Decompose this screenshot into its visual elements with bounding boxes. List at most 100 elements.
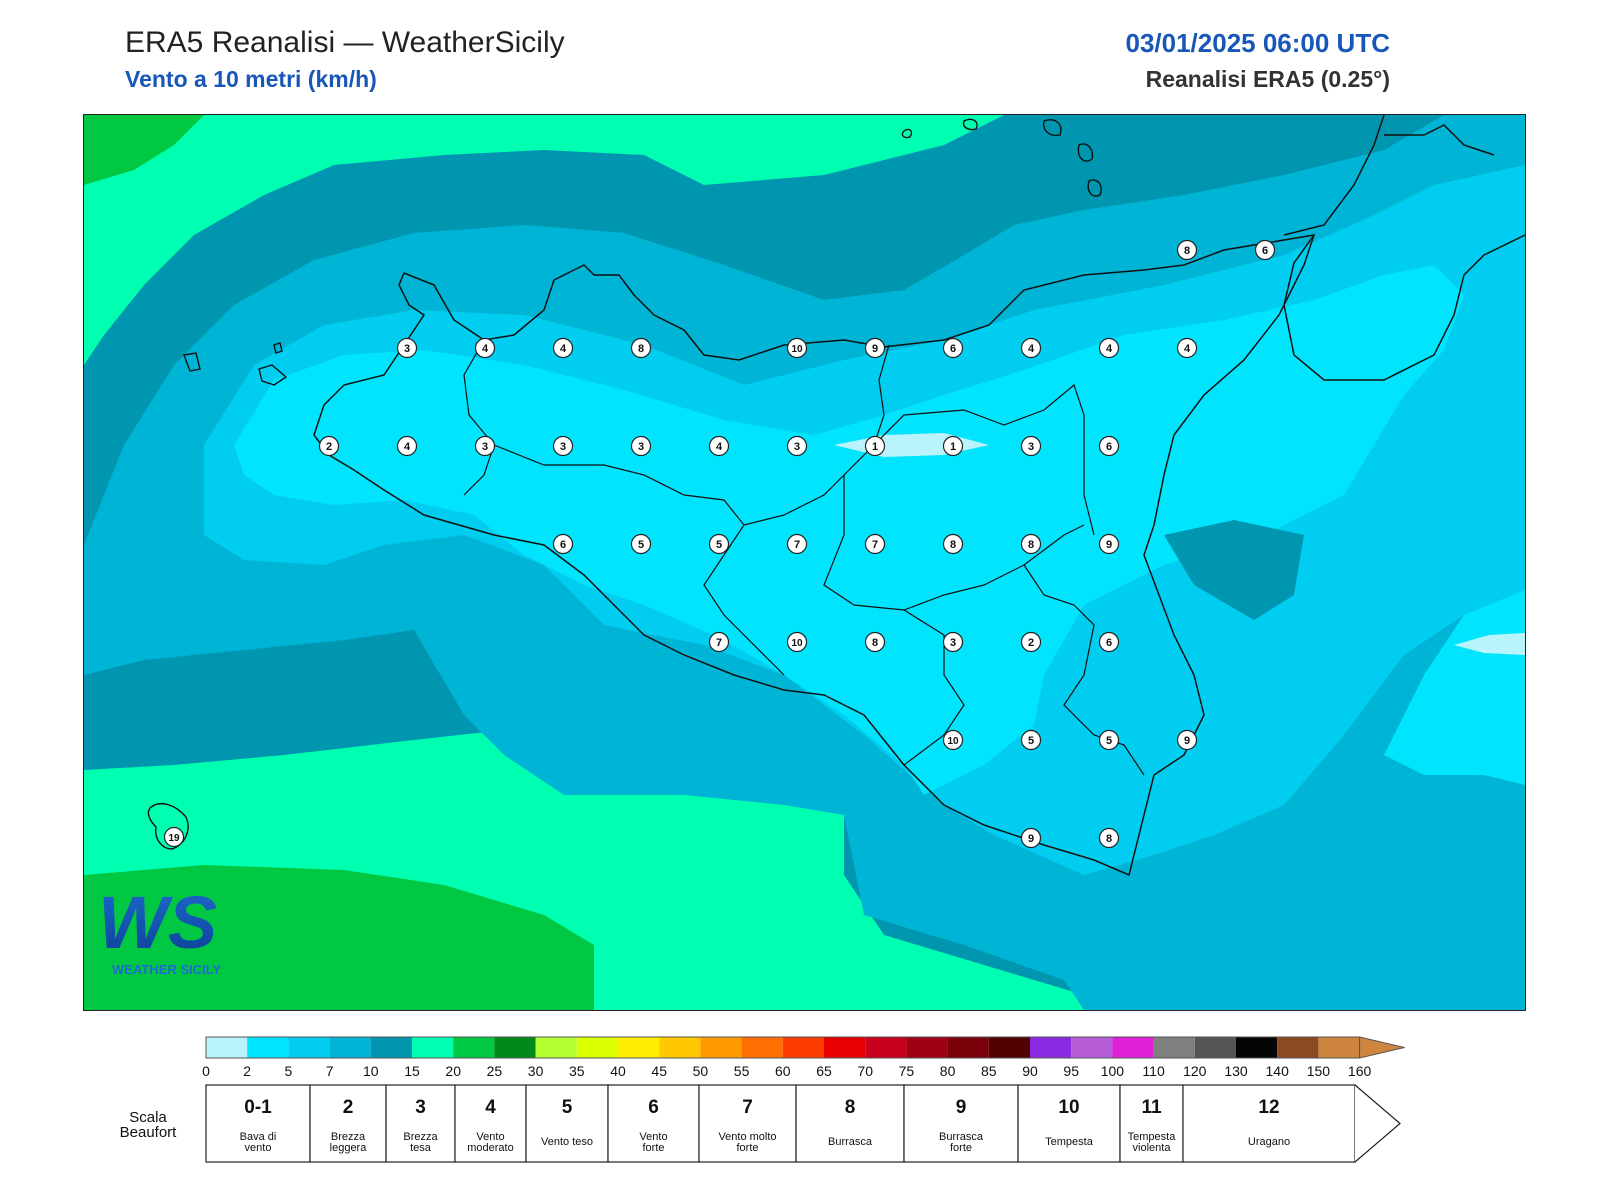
station-value: 4: [560, 343, 567, 355]
station-marker[interactable]: 6: [552, 533, 574, 555]
beaufort-title: Scala Beaufort: [108, 1110, 188, 1140]
station-value: 4: [1028, 343, 1035, 355]
station-marker[interactable]: 19: [163, 826, 185, 848]
station-marker[interactable]: 9: [1176, 729, 1198, 751]
station-marker[interactable]: 4: [1020, 337, 1042, 359]
station-marker[interactable]: 7: [786, 533, 808, 555]
station-circle: [1098, 533, 1120, 555]
station-circle: [708, 533, 730, 555]
station-circle: [864, 337, 886, 359]
beaufort-desc-line2: forte: [736, 1142, 758, 1154]
station-marker[interactable]: 8: [1020, 533, 1042, 555]
colorbar-tick-label: 120: [1183, 1063, 1207, 1079]
band-10-15-se: [1164, 520, 1304, 620]
station-marker[interactable]: 7: [708, 631, 730, 653]
wind-map[interactable]: 3 4 4 8 10 9 6 4 4 4 2 4 3 3 3 4 3 1 1 3 6 6 5 5 7 7 8 8 9 7 10 8 3 2 6 10 5…: [83, 114, 1526, 1011]
colorbar: [205, 1036, 1405, 1059]
beaufort-cell: [795, 1084, 905, 1163]
station-circle: [942, 533, 964, 555]
colorbar-tick-label: 50: [693, 1063, 709, 1079]
beaufort-number: 7: [742, 1097, 753, 1118]
station-marker[interactable]: 5: [708, 533, 730, 555]
station-marker[interactable]: 5: [630, 533, 652, 555]
station-marker[interactable]: 10: [786, 337, 808, 359]
colorbar-bin: [1153, 1037, 1195, 1058]
beaufort-desc-line2: forte: [642, 1142, 664, 1154]
station-marker[interactable]: 8: [630, 337, 652, 359]
station-circle: [163, 826, 185, 848]
station-value: 9: [1106, 539, 1112, 551]
station-value: 3: [1028, 441, 1034, 453]
station-circle: [708, 631, 730, 653]
station-circle: [942, 337, 964, 359]
station-marker[interactable]: 4: [1098, 337, 1120, 359]
station-marker[interactable]: 3: [1020, 435, 1042, 457]
station-marker[interactable]: 4: [708, 435, 730, 457]
colorbar-tick-label: 95: [1063, 1063, 1079, 1079]
station-marker[interactable]: 8: [864, 631, 886, 653]
station-marker[interactable]: 4: [552, 337, 574, 359]
station-value: 8: [1106, 833, 1112, 845]
colorbar-bin: [1236, 1037, 1278, 1058]
station-circle: [1176, 239, 1198, 261]
beaufort-number: 2: [343, 1097, 354, 1118]
station-marker[interactable]: 3: [396, 337, 418, 359]
station-value: 3: [560, 441, 566, 453]
station-value: 9: [1028, 833, 1034, 845]
beaufort-desc: Tempesta: [1128, 1131, 1177, 1143]
station-value: 3: [482, 441, 488, 453]
colorbar-bin: [1030, 1037, 1072, 1058]
calabria-coastline: [1283, 115, 1525, 381]
station-circle: [1254, 239, 1276, 261]
colorbar-bin: [576, 1037, 618, 1058]
colorbar-tick-label: 10: [363, 1063, 379, 1079]
station-value: 8: [1028, 539, 1034, 551]
station-marker[interactable]: 2: [1020, 631, 1042, 653]
station-marker[interactable]: 5: [1020, 729, 1042, 751]
beaufort-cell: [698, 1084, 797, 1163]
colorbar-bin: [453, 1037, 495, 1058]
station-value: 3: [794, 441, 800, 453]
station-circle: [1098, 827, 1120, 849]
station-marker[interactable]: 6: [1098, 435, 1120, 457]
beaufort-number: 3: [415, 1097, 426, 1118]
station-marker[interactable]: 4: [1176, 337, 1198, 359]
station-marker[interactable]: 1: [864, 435, 886, 457]
colorbar-tick-label: 150: [1307, 1063, 1331, 1079]
station-value: 5: [716, 539, 722, 551]
station-marker[interactable]: 3: [630, 435, 652, 457]
station-circle: [1020, 729, 1042, 751]
colorbar-bin: [618, 1037, 660, 1058]
station-marker[interactable]: 3: [474, 435, 496, 457]
station-circle: [396, 337, 418, 359]
station-markers: 3 4 4 8 10 9 6 4 4 4 2 4 3 3 3 4 3 1 1 3 6 6 5 5 7 7 8 8 9 7 10 8 3 2 6 10 5…: [163, 239, 1276, 849]
beaufort-desc: Vento teso: [541, 1136, 593, 1148]
station-marker[interactable]: 10: [786, 631, 808, 653]
band-20-25-sw: [84, 865, 594, 1010]
station-marker[interactable]: 4: [474, 337, 496, 359]
station-marker[interactable]: 6: [942, 337, 964, 359]
station-marker[interactable]: 3: [552, 435, 574, 457]
station-marker[interactable]: 6: [1254, 239, 1276, 261]
station-marker[interactable]: 9: [1020, 827, 1042, 849]
station-circle: [1020, 533, 1042, 555]
station-marker[interactable]: 8: [942, 533, 964, 555]
station-marker[interactable]: 2: [318, 435, 340, 457]
station-marker[interactable]: 4: [396, 435, 418, 457]
station-value: 3: [638, 441, 644, 453]
station-value: 6: [1106, 441, 1112, 453]
station-marker[interactable]: 1: [942, 435, 964, 457]
station-marker[interactable]: 10: [942, 729, 964, 751]
band-15-20: [84, 115, 1004, 365]
station-marker[interactable]: 8: [1098, 827, 1120, 849]
station-marker[interactable]: 8: [1176, 239, 1198, 261]
station-marker[interactable]: 6: [1098, 631, 1120, 653]
station-value: 4: [482, 343, 489, 355]
station-marker[interactable]: 3: [786, 435, 808, 457]
station-marker[interactable]: 5: [1098, 729, 1120, 751]
station-marker[interactable]: 7: [864, 533, 886, 555]
station-marker[interactable]: 9: [864, 337, 886, 359]
station-marker[interactable]: 9: [1098, 533, 1120, 555]
station-marker[interactable]: 3: [942, 631, 964, 653]
beaufort-title-line1: Scala: [129, 1109, 167, 1126]
